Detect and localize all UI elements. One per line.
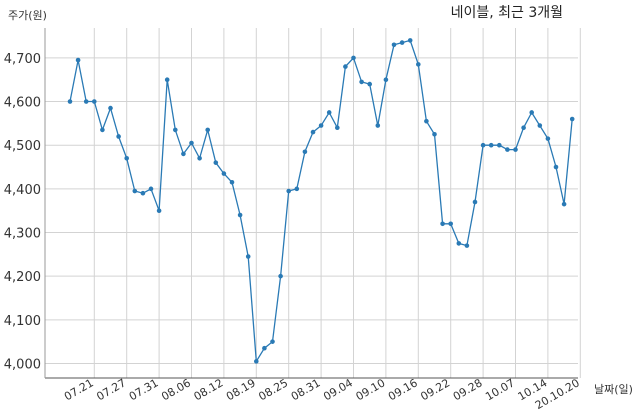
data-point: [148, 186, 154, 192]
x-tick-label: 07.27: [94, 376, 128, 403]
data-point: [537, 123, 543, 128]
data-point: [326, 110, 332, 115]
x-tick-label: 09.28: [451, 376, 485, 403]
data-point: [335, 125, 340, 131]
data-point: [383, 77, 389, 83]
data-point: [497, 142, 502, 148]
data-point: [237, 212, 243, 218]
data-point: [253, 359, 259, 364]
x-tick-label: 09.16: [386, 376, 420, 403]
chart-title: 네이블, 최근 3개월: [451, 5, 563, 21]
data-point: [480, 142, 486, 148]
data-point: [440, 221, 445, 227]
data-point: [375, 123, 381, 128]
x-tick-label: 08.19: [224, 376, 258, 403]
x-tick-label: 08.06: [159, 376, 193, 403]
x-axis-label: 날짜(일): [594, 382, 633, 396]
data-point: [505, 147, 510, 152]
data-point: [432, 131, 437, 137]
data-point: [173, 127, 178, 133]
data-point: [448, 221, 454, 227]
data-point: [75, 57, 81, 63]
data-point: [302, 149, 308, 155]
x-tick-label: 09.10: [354, 376, 388, 403]
x-tick-label: 09.22: [418, 376, 452, 403]
y-tick-labels: 4,000 4,100 4,200 4,300 4,400 4,500 4,600 4,700: [4, 52, 41, 373]
data-point: [108, 105, 113, 111]
data-point: [318, 123, 324, 128]
y-tick-label: 4,400: [4, 183, 41, 198]
data-point: [424, 118, 429, 124]
y-tick-label: 4,000: [4, 358, 41, 373]
chart-axes: [44, 28, 578, 379]
data-point: [189, 140, 194, 146]
data-point: [513, 147, 518, 152]
data-point: [529, 110, 534, 115]
data-point: [286, 188, 292, 194]
data-point: [197, 155, 202, 161]
data-point: [100, 127, 105, 133]
data-point: [561, 201, 567, 207]
y-tick-label: 4,700: [4, 52, 41, 67]
data-point: [278, 273, 283, 279]
data-point: [181, 151, 186, 157]
y-tick-label: 4,100: [4, 314, 41, 329]
data-point: [116, 134, 121, 139]
data-point: [92, 99, 97, 104]
y-tick-label: 4,300: [4, 227, 41, 242]
x-tick-label: 07.31: [127, 376, 161, 403]
data-point: [351, 55, 356, 61]
data-point: [270, 339, 275, 344]
data-point: [213, 160, 219, 165]
data-point: [521, 125, 526, 131]
data-point: [205, 127, 210, 133]
x-tick-label: 08.25: [256, 376, 290, 403]
data-point: [407, 38, 413, 43]
data-point: [391, 42, 397, 48]
grid-lines: [45, 28, 581, 378]
data-point: [140, 190, 146, 196]
y-tick-label: 4,200: [4, 270, 41, 285]
x-tick-labels: 07.2107.2707.3108.0608.1208.1908.2508.31…: [62, 376, 582, 412]
price-points: [67, 38, 575, 364]
data-point: [367, 81, 373, 87]
y-tick-label: 4,600: [4, 96, 41, 111]
data-point: [229, 180, 235, 185]
data-point: [545, 136, 551, 141]
y-axis-label: 주가(원): [8, 9, 47, 22]
data-point: [416, 62, 421, 67]
data-point: [553, 164, 559, 170]
x-tick-label: 10.07: [483, 376, 517, 403]
data-point: [83, 99, 89, 104]
data-point: [221, 171, 227, 176]
data-point: [310, 129, 316, 135]
data-point: [399, 40, 405, 45]
data-point: [156, 208, 162, 213]
data-point: [262, 345, 267, 351]
data-point: [294, 186, 300, 192]
data-point: [569, 116, 575, 122]
data-point: [245, 254, 251, 259]
data-point: [464, 243, 470, 248]
data-point: [359, 79, 364, 85]
data-point: [67, 99, 73, 104]
data-point: [472, 199, 478, 205]
x-tick-label: 08.12: [192, 376, 226, 403]
data-point: [488, 142, 494, 148]
x-tick-label: 09.04: [321, 376, 355, 403]
x-tick-label: 08.31: [289, 376, 323, 403]
data-point: [164, 77, 170, 83]
data-point: [124, 155, 129, 161]
x-tick-label: 07.21: [62, 376, 96, 403]
y-tick-label: 4,500: [4, 139, 41, 154]
data-point: [456, 241, 462, 246]
data-point: [343, 64, 348, 69]
data-point: [132, 188, 138, 194]
